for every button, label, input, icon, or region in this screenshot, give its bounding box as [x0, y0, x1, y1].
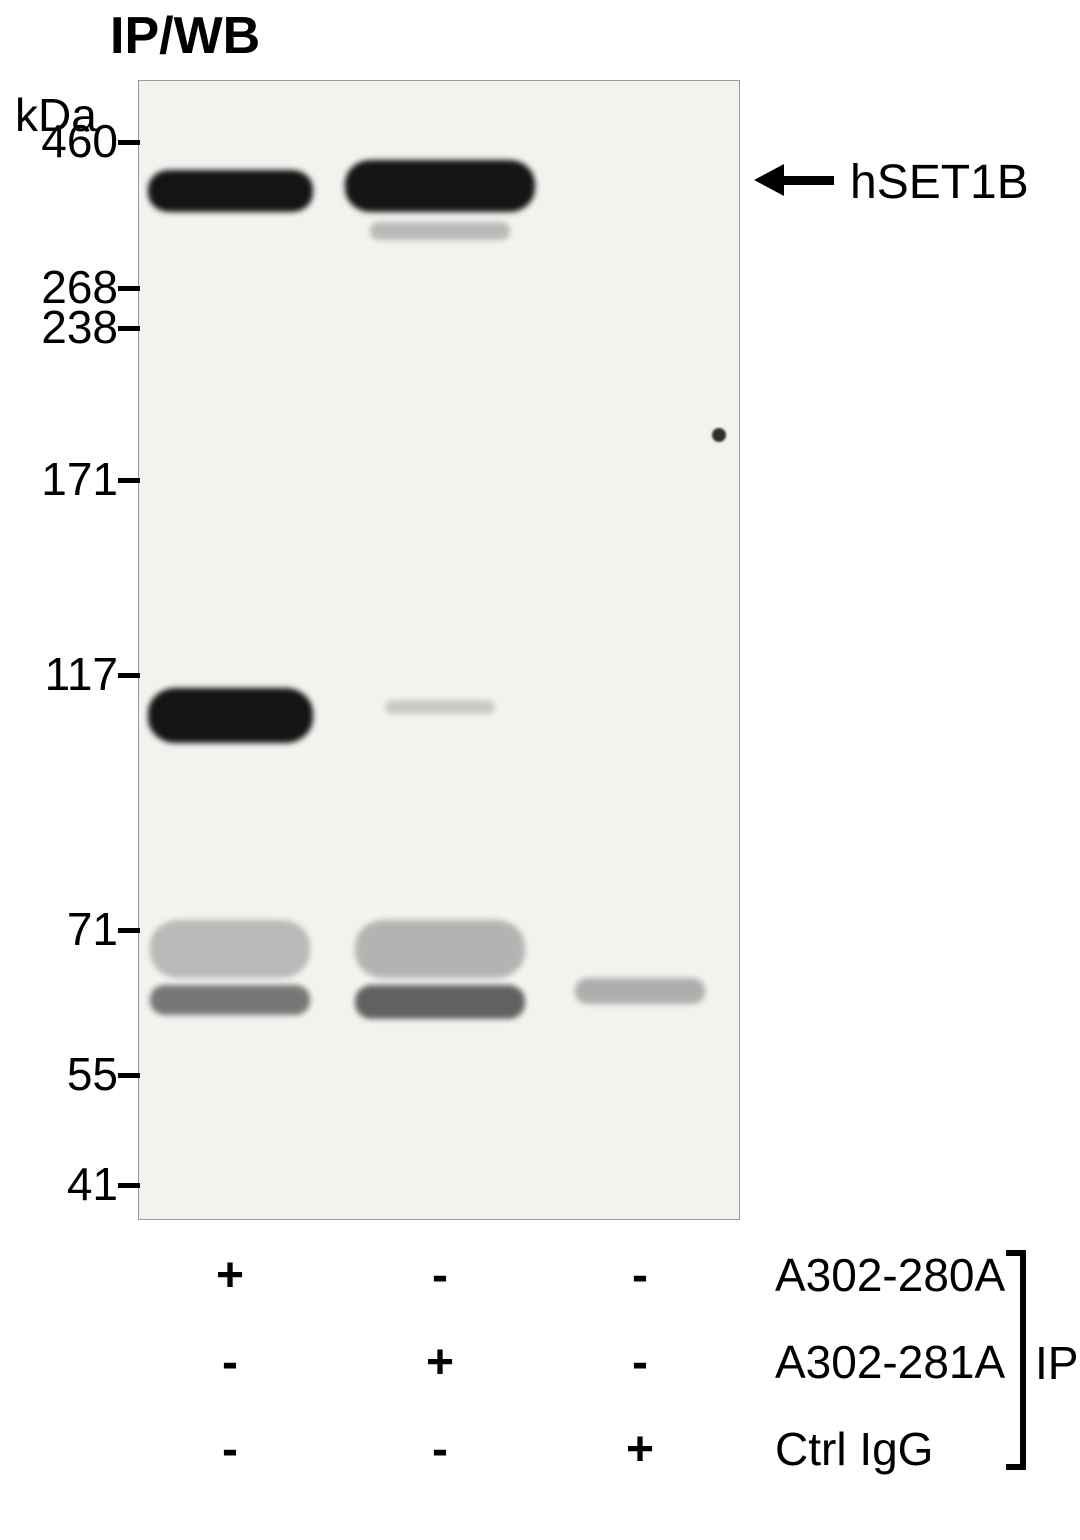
antibody-label: Ctrl IgG [775, 1422, 933, 1476]
ip-bracket-top-tick [1006, 1250, 1020, 1256]
lane-symbol: - [210, 1422, 250, 1477]
lane-symbol: - [620, 1248, 660, 1303]
antibody-label: A302-280A [775, 1248, 1005, 1302]
ip-bracket-bottom-tick [1006, 1464, 1020, 1470]
marker-tick [118, 928, 140, 933]
marker-label: 171 [41, 452, 118, 506]
lane-symbol: + [620, 1422, 660, 1477]
band [575, 978, 705, 1004]
marker-label: 71 [67, 902, 118, 956]
lane-symbol: - [620, 1335, 660, 1390]
lane-symbol: + [420, 1335, 460, 1390]
band [355, 920, 525, 978]
marker-label: 55 [67, 1047, 118, 1101]
marker-tick [118, 1183, 140, 1188]
band [370, 222, 510, 240]
ip-group-label: IP [1035, 1336, 1078, 1390]
marker-tick [118, 478, 140, 483]
target-arrow-shaft [780, 176, 834, 185]
band [148, 170, 313, 212]
target-protein-label: hSET1B [850, 155, 1029, 210]
band [148, 688, 313, 743]
ip-bracket-vertical [1020, 1250, 1026, 1470]
lane-symbol: - [420, 1248, 460, 1303]
target-arrow-head [754, 164, 784, 196]
marker-tick [118, 286, 140, 291]
blot-membrane [138, 80, 740, 1220]
marker-label: 460 [41, 114, 118, 168]
band [345, 160, 535, 212]
marker-tick [118, 673, 140, 678]
band [385, 700, 495, 714]
marker-tick [118, 326, 140, 331]
band [150, 920, 310, 978]
marker-label: 117 [45, 647, 118, 701]
lane-symbol: - [210, 1335, 250, 1390]
marker-label: 41 [67, 1157, 118, 1211]
marker-tick [118, 140, 140, 145]
antibody-label: A302-281A [775, 1335, 1005, 1389]
figure-title: IP/WB [110, 6, 260, 66]
band [150, 985, 310, 1015]
lane-symbol: + [210, 1248, 250, 1303]
band [355, 985, 525, 1019]
marker-tick [118, 1073, 140, 1078]
lane-symbol: - [420, 1422, 460, 1477]
artifact-spot [712, 428, 726, 442]
marker-label: 238 [41, 300, 118, 354]
